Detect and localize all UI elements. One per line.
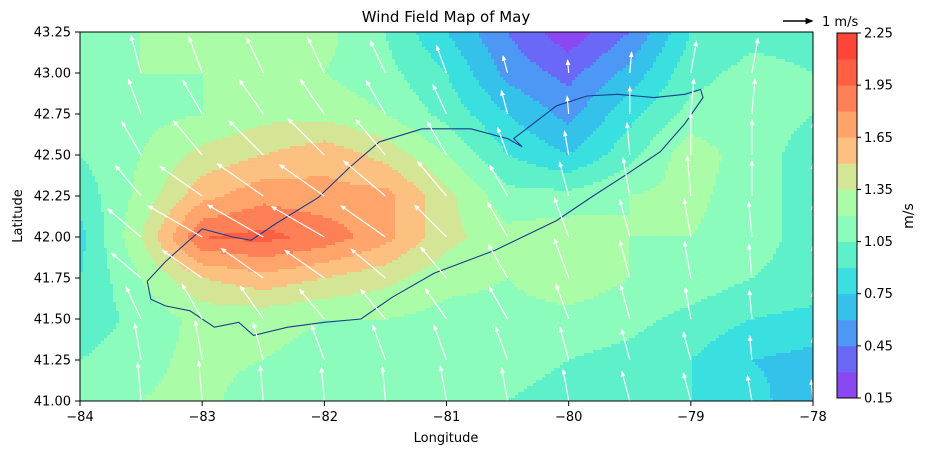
x-tick-label: −78 (799, 410, 826, 425)
y-tick-label: 42.00 (34, 231, 71, 246)
x-axis: −84 −83 −82 −81 −80 −79 −78 (66, 401, 826, 425)
colorbar-tick-label: 1.65 (864, 131, 893, 146)
colorbar-swatch (837, 189, 857, 215)
colorbar-tick-label: 0.45 (864, 339, 893, 354)
wind-arrow (691, 4, 699, 32)
colorbar-swatch (837, 346, 857, 372)
wind-arrow (752, 1, 760, 32)
wind-arrow (74, 0, 80, 32)
colorbar-swatch (837, 320, 857, 346)
x-tick-label: −81 (433, 410, 460, 425)
colorbar-tick-label: 1.05 (864, 235, 893, 250)
quiver-key-label: 1 m/s (822, 15, 858, 30)
wind-arrow (630, 18, 633, 32)
y-tick-label: 43.00 (34, 67, 71, 82)
x-tick-label: −84 (66, 410, 93, 425)
y-axis: 41.00 41.25 41.50 41.75 42.00 42.25 42.50 42.75… (34, 26, 80, 410)
y-tick-label: 42.25 (34, 190, 71, 205)
y-tick-label: 42.75 (34, 108, 71, 123)
x-tick-label: −79 (677, 410, 704, 425)
colorbar-swatch (837, 59, 857, 85)
chart-title: Wind Field Map of May (362, 8, 531, 26)
contour-field (80, 32, 815, 401)
wind-arrow (71, 328, 80, 361)
y-tick-label: 41.75 (34, 272, 71, 287)
colorbar-tick-label: 0.15 (864, 392, 893, 407)
wind-arrow (71, 38, 81, 74)
colorbar: 0.15 0.45 0.75 1.05 1.35 1.65 1.95 2.25 (837, 27, 893, 407)
colorbar-label: m/s (901, 203, 917, 229)
colorbar-swatch (837, 268, 857, 294)
quiver-key: 1 m/s (783, 15, 858, 30)
colorbar-swatch (837, 216, 857, 242)
y-tick-label: 41.00 (34, 395, 71, 410)
colorbar-swatch (837, 242, 857, 268)
wind-arrow (74, 366, 80, 401)
colorbar-swatch (837, 372, 857, 398)
wind-arrow (192, 0, 202, 32)
y-tick-label: 41.50 (34, 313, 71, 328)
colorbar-swatch (837, 111, 857, 137)
y-tick-label: 42.50 (34, 149, 71, 164)
colorbar-tick-label: 1.95 (864, 79, 893, 94)
colorbar-swatch (837, 137, 857, 163)
x-tick-label: −82 (311, 410, 338, 425)
x-tick-label: −80 (555, 410, 582, 425)
colorbar-tick-label: 2.25 (864, 27, 893, 42)
y-tick-label: 41.25 (34, 354, 71, 369)
x-tick-label: −83 (188, 410, 215, 425)
wind-arrow (71, 80, 80, 114)
colorbar-tick-label: 1.35 (864, 183, 893, 198)
x-axis-label: Longitude (414, 431, 479, 446)
wind-arrow (253, 0, 263, 32)
wind-arrow (134, 0, 141, 32)
wind-arrow (813, 40, 819, 73)
wind-arrow (813, 1, 821, 32)
wind-arrow (311, 0, 325, 32)
colorbar-swatch (837, 294, 857, 320)
colorbar-swatch (837, 163, 857, 189)
colorbar-swatch (837, 33, 857, 59)
colorbar-swatch (837, 85, 857, 111)
y-axis-label: Latitude (11, 189, 26, 243)
colorbar-tick-label: 0.75 (864, 287, 893, 302)
y-tick-label: 43.25 (34, 26, 71, 41)
